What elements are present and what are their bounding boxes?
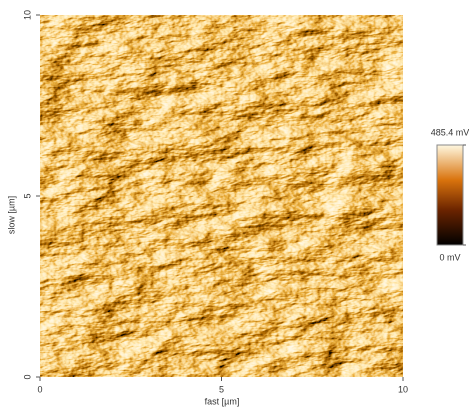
x-tick-label: 5 bbox=[219, 384, 224, 394]
x-tick-label: 10 bbox=[398, 384, 408, 394]
colorbar bbox=[436, 144, 464, 246]
colorbar-label: 485.4 mV bbox=[431, 127, 469, 137]
afm-image bbox=[40, 15, 403, 377]
colorbar-label: 0 mV bbox=[439, 252, 460, 262]
y-tick-label: 10 bbox=[22, 10, 32, 20]
y-tick-label: 0 bbox=[22, 374, 32, 379]
x-tick-label: 0 bbox=[37, 384, 42, 394]
y-axis-label: slow [µm] bbox=[6, 196, 16, 234]
x-axis-label: fast [µm] bbox=[205, 396, 240, 406]
y-tick-label: 5 bbox=[22, 193, 32, 198]
